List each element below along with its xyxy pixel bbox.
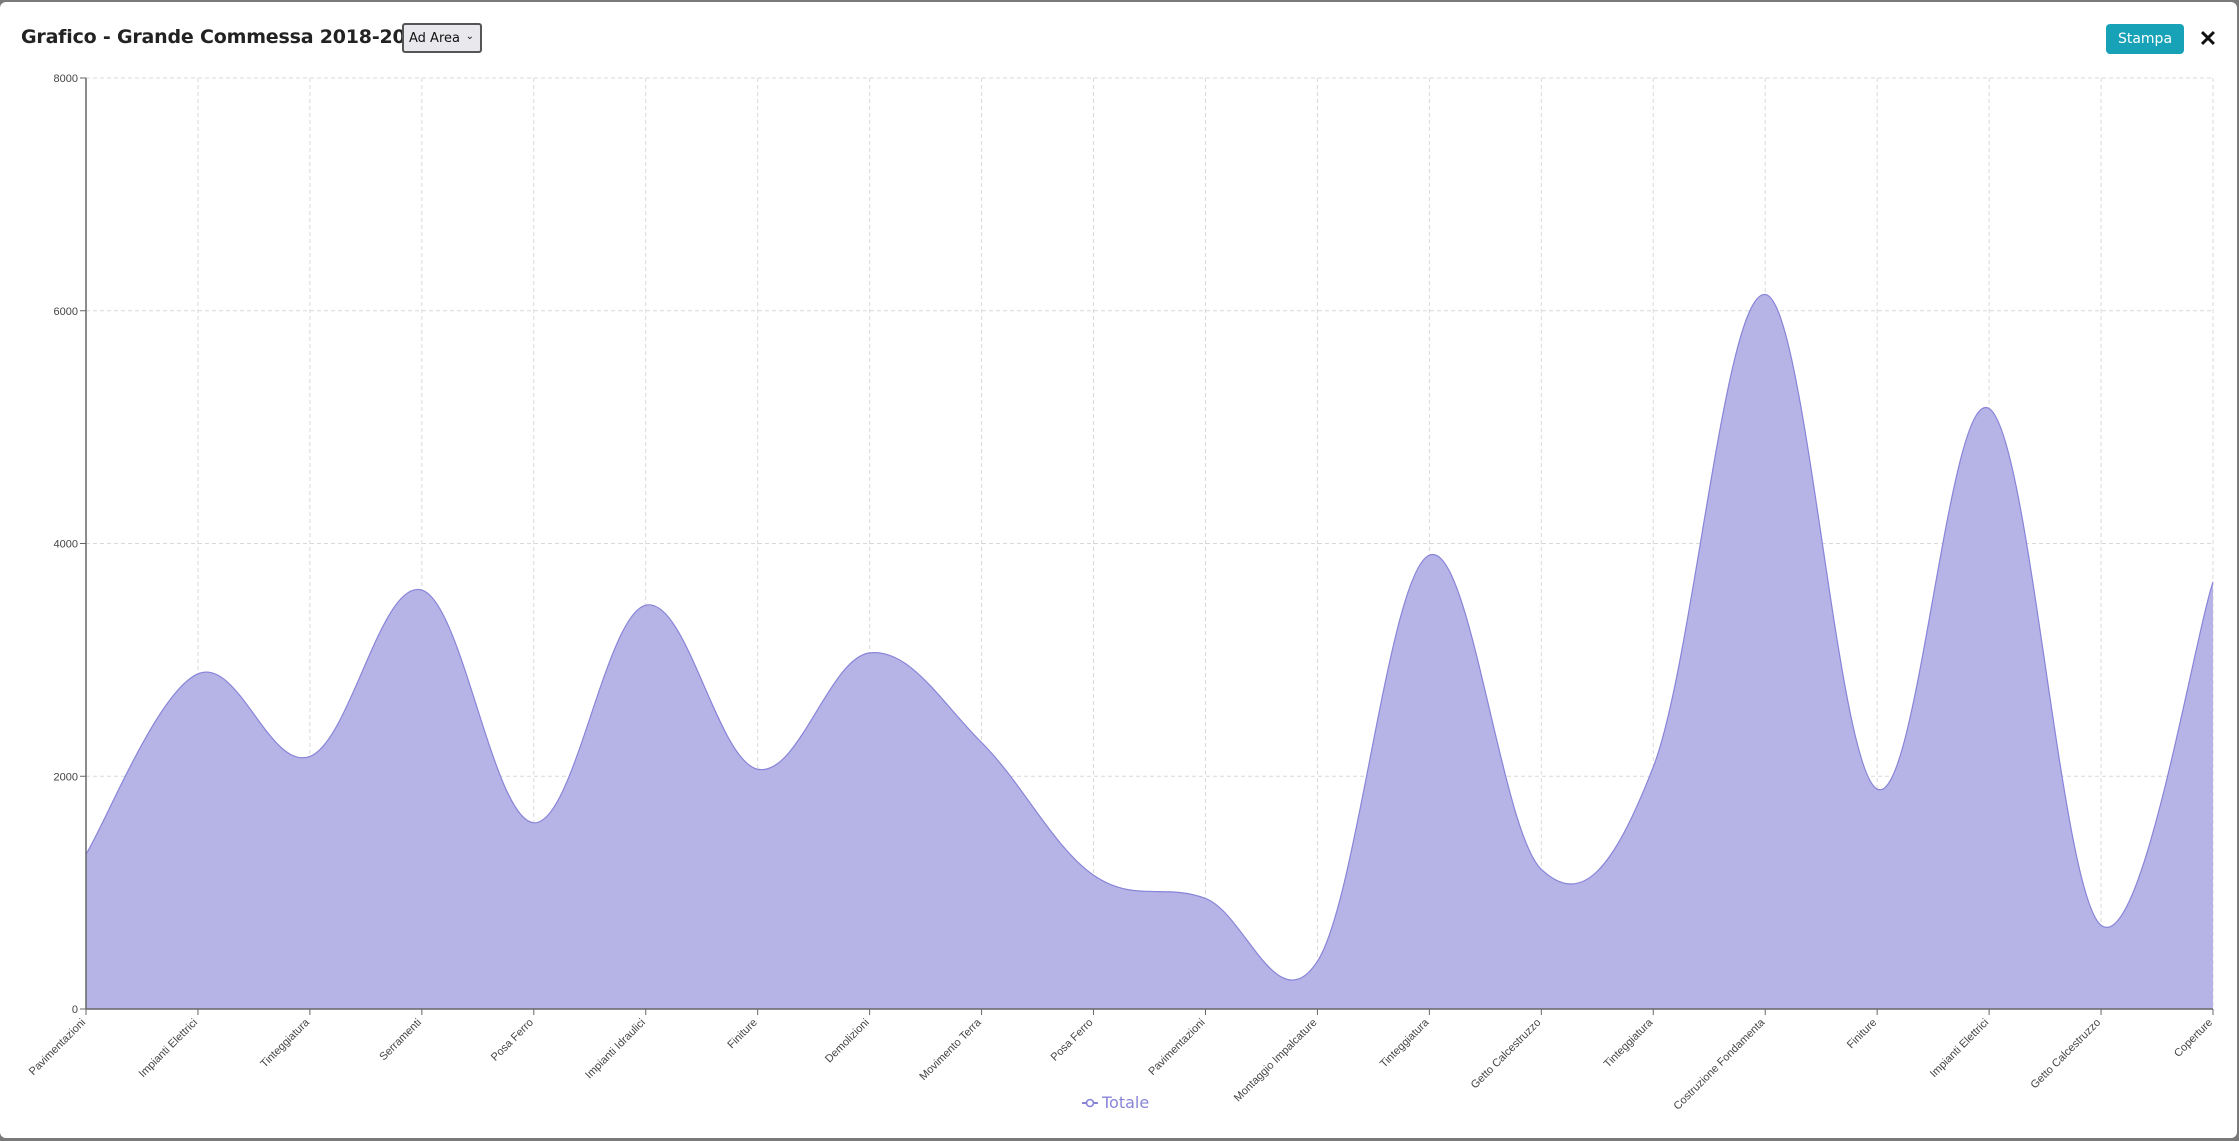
chevron-down-icon: ⌄ bbox=[465, 31, 474, 42]
y-tick-label: 0 bbox=[72, 1004, 78, 1016]
legend-item-totale[interactable]: Totale bbox=[1082, 1093, 1149, 1112]
chart-type-select[interactable]: Ad Area ⌄ bbox=[402, 23, 482, 53]
area-series-totale[interactable] bbox=[86, 294, 2213, 1009]
y-tick-label: 6000 bbox=[54, 306, 78, 318]
x-tick-label: Impianti Idraulici bbox=[583, 1017, 648, 1082]
modal-header: Grafico - Grande Commessa 2018-2028 Ad A… bbox=[0, 2, 2237, 72]
y-tick-label: 4000 bbox=[54, 539, 78, 551]
x-tick-label: Finiture bbox=[1845, 1017, 1879, 1051]
x-tick-label: Coperture bbox=[2172, 1017, 2215, 1060]
x-tick-label: Tinteggiatura bbox=[258, 1016, 312, 1070]
x-tick-label: Tinteggiatura bbox=[1378, 1016, 1432, 1070]
x-tick-label: Getto Calcestruzzo bbox=[1469, 1017, 1544, 1092]
x-tick-label: Movimento Terra bbox=[917, 1016, 984, 1083]
x-tick-label: Posa Ferro bbox=[1049, 1017, 1096, 1064]
x-tick-label: Demolizioni bbox=[823, 1017, 872, 1066]
close-icon[interactable]: ✕ bbox=[2198, 26, 2218, 51]
x-tick-label: Montaggio Impalcature bbox=[1232, 1017, 1320, 1105]
x-tick-label: Impianti Elettrici bbox=[1928, 1017, 1991, 1080]
x-tick-label: Costruzione Fondamenta bbox=[1672, 1016, 1768, 1112]
print-button[interactable]: Stampa bbox=[2106, 24, 2184, 54]
page-title: Grafico - Grande Commessa 2018-2028 bbox=[21, 26, 432, 48]
x-tick-label: Posa Ferro bbox=[489, 1017, 536, 1064]
y-tick-label: 2000 bbox=[54, 771, 78, 783]
x-tick-label: Pavimentazioni bbox=[27, 1017, 88, 1078]
x-tick-label: Serramenti bbox=[377, 1017, 424, 1064]
legend-label: Totale bbox=[1102, 1093, 1150, 1112]
x-tick-label: Impianti Elettrici bbox=[137, 1017, 200, 1080]
x-tick-label: Tinteggiatura bbox=[1602, 1016, 1656, 1070]
x-tick-label: Getto Calcestruzzo bbox=[2029, 1017, 2104, 1092]
x-tick-label: Finiture bbox=[725, 1017, 759, 1051]
chart-type-selected: Ad Area bbox=[409, 30, 460, 46]
line-circle-icon bbox=[1082, 1098, 1098, 1107]
y-tick-label: 8000 bbox=[54, 73, 78, 85]
x-tick-label: Pavimentazioni bbox=[1146, 1017, 1207, 1078]
